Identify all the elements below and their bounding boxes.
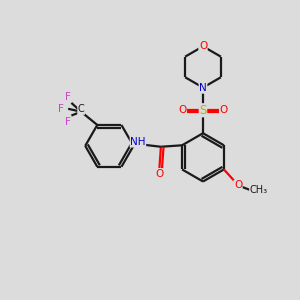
Text: S: S xyxy=(199,104,207,117)
Text: N: N xyxy=(199,83,207,93)
Text: O: O xyxy=(178,105,187,115)
Text: CH₃: CH₃ xyxy=(250,185,268,195)
Text: O: O xyxy=(155,169,164,179)
Text: O: O xyxy=(220,105,228,115)
Text: NH: NH xyxy=(130,137,146,147)
Text: O: O xyxy=(234,180,242,190)
Text: O: O xyxy=(199,41,207,51)
Text: F: F xyxy=(58,104,64,114)
Text: C: C xyxy=(78,104,85,114)
Text: F: F xyxy=(65,117,71,127)
Text: F: F xyxy=(65,92,71,102)
